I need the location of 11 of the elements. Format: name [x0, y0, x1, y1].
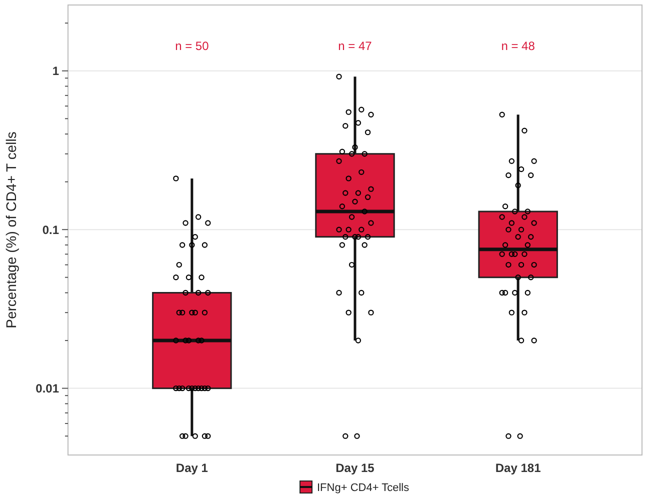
y-tick-label: 0.01 — [36, 382, 60, 396]
annotation: n = 50 — [175, 39, 210, 54]
x-tick-label: Day 181 — [495, 461, 542, 475]
annotation: n = 47 — [338, 39, 372, 54]
y-axis-title: Percentage (%) of CD4+ T cells — [3, 132, 19, 328]
legend-label: IFNg+ CD4+ Tcells — [317, 482, 410, 494]
y-tick-label: 0.1 — [42, 222, 60, 237]
x-tick-label: Day 1 — [176, 461, 208, 475]
y-tick-label: 1 — [52, 64, 60, 78]
annotation: n = 48 — [501, 39, 536, 54]
x-tick-label: Day 15 — [336, 461, 375, 475]
